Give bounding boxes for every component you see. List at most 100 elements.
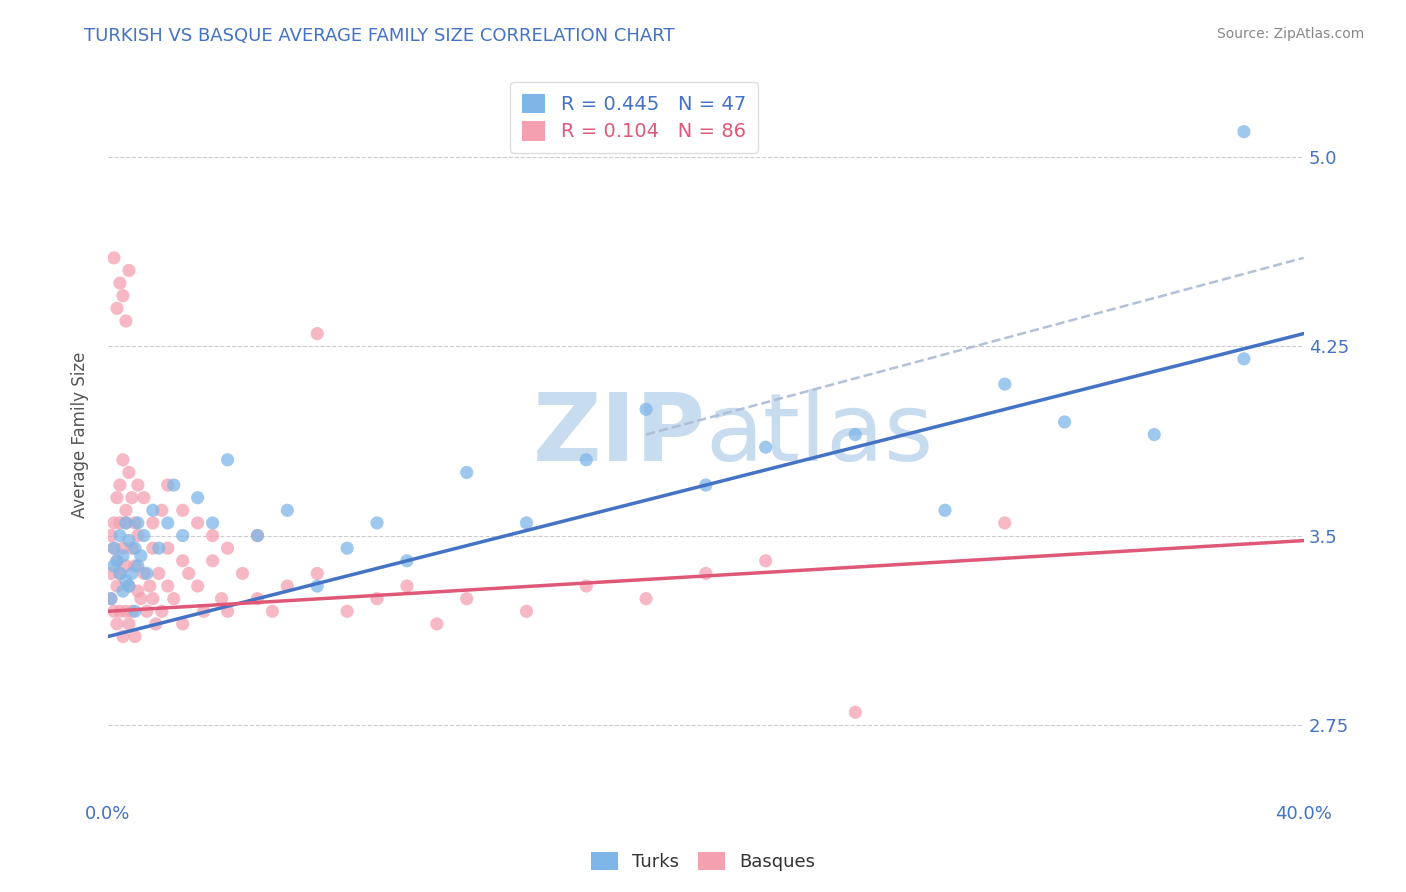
Point — [121, 541, 143, 556]
Point — [118, 466, 141, 480]
Point — [135, 566, 157, 581]
Point — [127, 516, 149, 530]
Point — [1233, 125, 1256, 139]
Point — [124, 630, 146, 644]
Point — [844, 427, 866, 442]
Point — [276, 579, 298, 593]
Point — [276, 503, 298, 517]
Point — [129, 549, 152, 563]
Point — [103, 541, 125, 556]
Point — [395, 554, 418, 568]
Point — [108, 604, 131, 618]
Point — [121, 566, 143, 581]
Point — [118, 579, 141, 593]
Point — [124, 516, 146, 530]
Point — [108, 528, 131, 542]
Point — [127, 558, 149, 573]
Point — [121, 491, 143, 505]
Point — [150, 604, 173, 618]
Point — [217, 604, 239, 618]
Point — [366, 591, 388, 606]
Point — [934, 503, 956, 517]
Point — [636, 591, 658, 606]
Point — [115, 516, 138, 530]
Point — [105, 301, 128, 316]
Point — [156, 541, 179, 556]
Point — [111, 549, 134, 563]
Point — [172, 554, 194, 568]
Point — [108, 478, 131, 492]
Point — [100, 528, 122, 542]
Point — [132, 491, 155, 505]
Point — [515, 516, 537, 530]
Point — [142, 503, 165, 517]
Point — [105, 491, 128, 505]
Point — [115, 503, 138, 517]
Point — [142, 591, 165, 606]
Point — [456, 466, 478, 480]
Point — [187, 579, 209, 593]
Point — [575, 579, 598, 593]
Point — [395, 579, 418, 593]
Point — [121, 604, 143, 618]
Point — [108, 516, 131, 530]
Point — [139, 579, 162, 593]
Point — [172, 616, 194, 631]
Point — [994, 516, 1017, 530]
Point — [193, 604, 215, 618]
Point — [246, 528, 269, 542]
Point — [108, 566, 131, 581]
Point — [150, 503, 173, 517]
Point — [211, 591, 233, 606]
Point — [217, 452, 239, 467]
Point — [108, 276, 131, 290]
Point — [127, 528, 149, 542]
Point — [100, 591, 122, 606]
Point — [105, 554, 128, 568]
Point — [111, 452, 134, 467]
Point — [124, 541, 146, 556]
Point — [111, 584, 134, 599]
Point — [217, 541, 239, 556]
Point — [103, 604, 125, 618]
Point — [105, 616, 128, 631]
Point — [426, 616, 449, 631]
Point — [108, 566, 131, 581]
Point — [336, 541, 359, 556]
Point — [103, 558, 125, 573]
Point — [118, 579, 141, 593]
Point — [124, 604, 146, 618]
Point — [695, 566, 717, 581]
Point — [115, 574, 138, 588]
Text: ZIP: ZIP — [533, 389, 706, 481]
Point — [201, 516, 224, 530]
Point — [111, 541, 134, 556]
Point — [127, 584, 149, 599]
Point — [1143, 427, 1166, 442]
Point — [127, 478, 149, 492]
Point — [755, 440, 778, 454]
Point — [246, 591, 269, 606]
Point — [142, 541, 165, 556]
Point — [163, 478, 186, 492]
Point — [135, 604, 157, 618]
Point — [177, 566, 200, 581]
Point — [100, 566, 122, 581]
Point — [156, 478, 179, 492]
Point — [118, 616, 141, 631]
Point — [124, 558, 146, 573]
Point — [148, 541, 170, 556]
Point — [105, 554, 128, 568]
Point — [755, 554, 778, 568]
Point — [307, 566, 329, 581]
Point — [1053, 415, 1076, 429]
Point — [172, 528, 194, 542]
Point — [132, 566, 155, 581]
Point — [105, 579, 128, 593]
Point — [575, 452, 598, 467]
Point — [115, 558, 138, 573]
Point — [366, 516, 388, 530]
Point — [695, 478, 717, 492]
Point — [262, 604, 284, 618]
Point — [187, 491, 209, 505]
